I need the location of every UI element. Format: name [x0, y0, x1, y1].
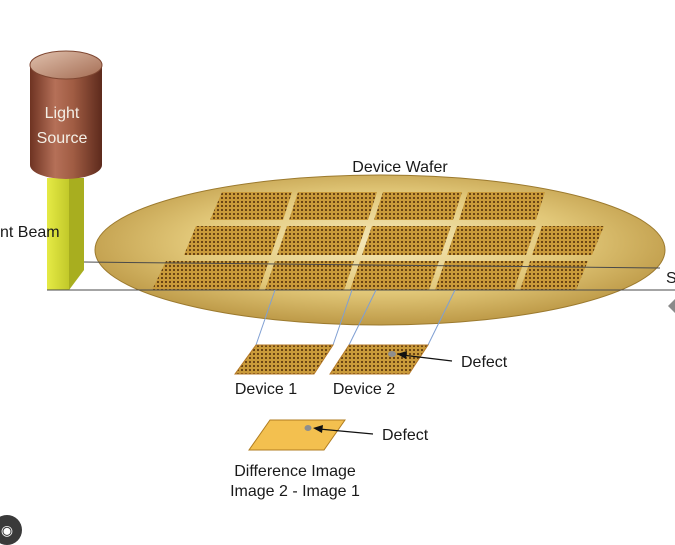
difference-formula-label: Image 2 - Image 1: [230, 483, 360, 500]
defect-spot-device2: [388, 351, 396, 357]
difference-image-label: Difference Image: [234, 463, 356, 480]
die-grid: [152, 192, 604, 290]
defect-label-1: Defect: [461, 354, 508, 371]
light-source-label-line2: Source: [37, 130, 88, 147]
light-beam: [47, 178, 84, 290]
defect-arrow-2: [313, 425, 374, 435]
defect-arrow-1: [397, 351, 453, 362]
light-source-label-line1: Light: [45, 105, 80, 122]
wafer-label: Device Wafer: [352, 159, 448, 176]
scan-direction-marker: [668, 299, 675, 313]
scan-lines: [47, 261, 675, 291]
defect-label-2: Defect: [382, 427, 429, 444]
device-2-label: Device 2: [333, 381, 395, 398]
right-edge-label: S: [666, 270, 675, 287]
device-wafer: [94, 174, 666, 326]
device-1: [234, 344, 334, 375]
difference-image: [248, 419, 346, 451]
light-source: Light Source: [29, 50, 103, 179]
defect-spot-difference: [304, 425, 312, 431]
light-beam-label: nt Beam: [0, 224, 60, 241]
device-2: [329, 344, 429, 375]
device-1-label: Device 1: [235, 381, 297, 398]
projection-lines: [255, 289, 456, 346]
